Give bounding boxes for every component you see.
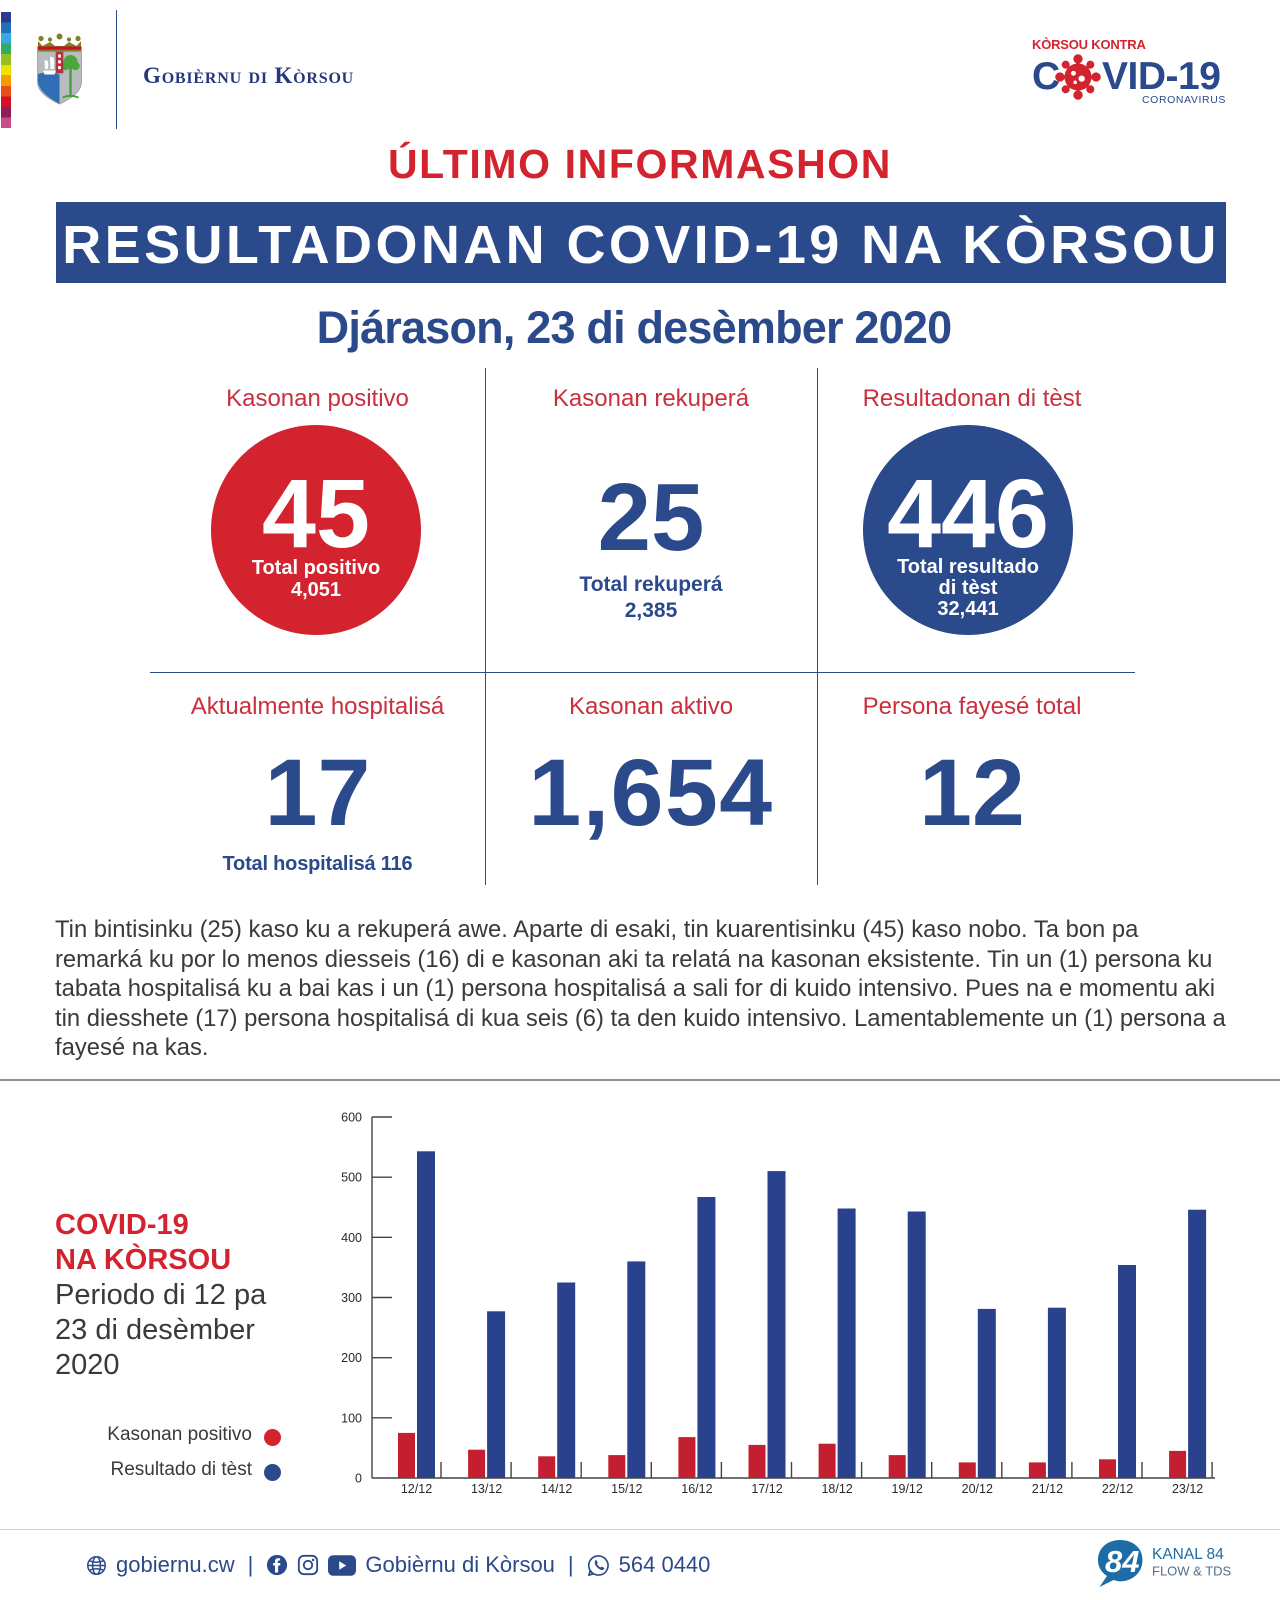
svg-text:100: 100 [341,1411,362,1425]
svg-text:0: 0 [355,1472,362,1486]
svg-text:21/12: 21/12 [1032,1482,1063,1496]
svg-text:KANAL 84: KANAL 84 [1152,1546,1224,1563]
svg-text:FLOW & TDS: FLOW & TDS [1152,1564,1232,1579]
svg-text:17/12: 17/12 [751,1482,782,1496]
svg-text:200: 200 [341,1351,362,1365]
svg-text:12/12: 12/12 [401,1482,432,1496]
svg-text:18/12: 18/12 [821,1482,852,1496]
svg-text:22/12: 22/12 [1102,1482,1133,1496]
svg-text:84: 84 [1105,1544,1139,1579]
svg-text:19/12: 19/12 [892,1482,923,1496]
svg-text:14/12: 14/12 [541,1482,572,1496]
svg-text:300: 300 [341,1291,362,1305]
svg-text:15/12: 15/12 [611,1482,642,1496]
svg-text:16/12: 16/12 [681,1482,712,1496]
svg-text:13/12: 13/12 [471,1482,502,1496]
svg-text:23/12: 23/12 [1172,1482,1203,1496]
svg-text:500: 500 [341,1171,362,1185]
svg-text:400: 400 [341,1231,362,1245]
svg-text:600: 600 [341,1111,362,1125]
svg-text:20/12: 20/12 [962,1482,993,1496]
